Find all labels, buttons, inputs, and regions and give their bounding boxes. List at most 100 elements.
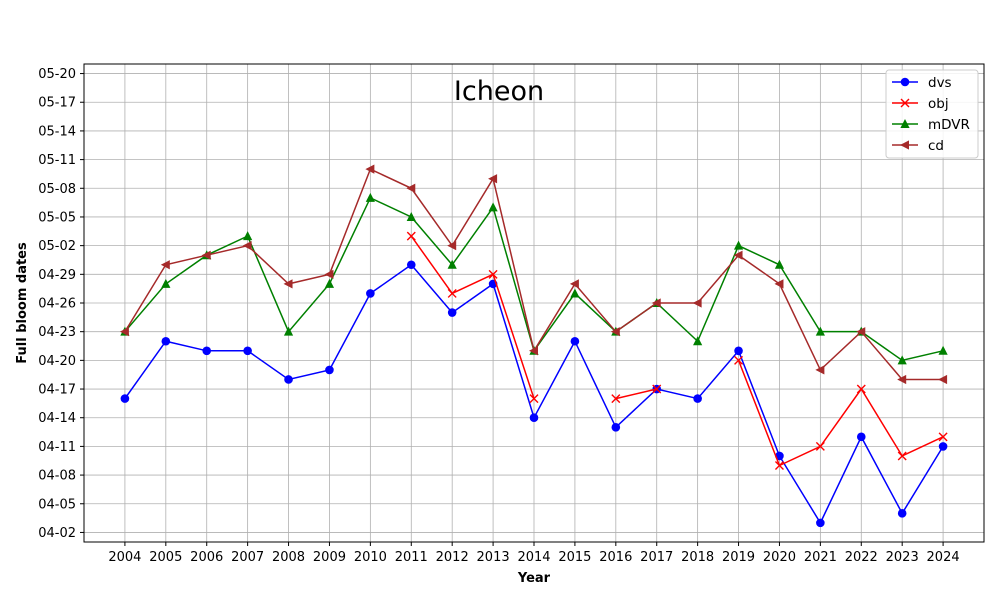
data-point-obj (734, 355, 744, 365)
data-point-mDVR (243, 231, 253, 241)
series-cd (119, 164, 948, 385)
data-point-mDVR (815, 326, 825, 336)
x-tick-label: 2009 (313, 550, 346, 565)
data-point-cd (447, 241, 457, 251)
data-point-cd (733, 250, 743, 260)
data-point-dvs (693, 394, 702, 403)
data-point-obj (488, 269, 498, 279)
x-tick-label: 2015 (558, 550, 591, 565)
data-point-dvs (570, 336, 580, 346)
y-tick-label: 05-05 (38, 210, 76, 225)
data-point-cd (201, 250, 211, 260)
data-point-mDVR (161, 278, 171, 288)
data-point-dvs (447, 308, 457, 317)
legend-label: obj (928, 96, 949, 112)
series-line-obj (615, 388, 657, 400)
y-tick-label: 04-26 (38, 297, 76, 312)
series-obj (406, 231, 948, 471)
legend: dvs obj mDVR cd (885, 69, 979, 159)
y-tick-label: 04-11 (38, 440, 76, 455)
legend-marker-mDVR (900, 119, 910, 128)
x-tick-label: 2004 (108, 550, 141, 565)
data-point-cd (856, 327, 866, 337)
y-tick-label: 05-11 (38, 153, 76, 168)
data-point-obj (774, 461, 784, 471)
data-point-mDVR (447, 259, 457, 269)
y-tick-label: 05-02 (38, 239, 76, 254)
data-point-dvs (243, 346, 252, 356)
x-tick-label: 2019 (722, 550, 755, 565)
legend-item-obj: obj (892, 96, 949, 112)
data-point-mDVR (897, 355, 907, 365)
data-point-cd (365, 164, 375, 174)
legend-box (885, 69, 979, 159)
data-point-mDVR (693, 336, 703, 346)
y-tick-label: 04-17 (38, 383, 76, 398)
data-point-mDVR (283, 326, 294, 336)
x-tick-label: 2006 (190, 550, 223, 565)
series-line-obj (737, 360, 944, 467)
legend-marker-dvs (900, 77, 910, 87)
x-tick-label: 2012 (436, 550, 469, 565)
data-point-dvs (816, 518, 825, 528)
legend-label: mDVR (928, 117, 970, 133)
y-tick-label: 05-14 (38, 124, 76, 139)
axis-ticks: 2004 2005 2006 2007 2008 2009 2010 2011 2012 2013… (38, 67, 959, 565)
x-tick-label: 2016 (599, 550, 632, 565)
y-tick-label: 04-14 (38, 411, 76, 426)
grid (84, 64, 984, 542)
data-point-dvs (202, 346, 212, 356)
data-point-obj (611, 394, 621, 404)
data-point-mDVR (406, 211, 416, 221)
data-point-mDVR (488, 202, 498, 212)
legend-item-cd: cd (892, 138, 944, 154)
series-layer (119, 164, 948, 528)
chart-title: Icheon (454, 76, 544, 107)
legend-item-mDVR: mDVR (892, 117, 970, 133)
x-tick-label: 2013 (477, 550, 510, 565)
series-line-obj (410, 235, 535, 399)
x-tick-label: 2011 (395, 550, 428, 565)
data-point-cd (938, 374, 948, 385)
data-point-cd (569, 279, 579, 289)
legend-marker-cd (900, 140, 909, 150)
x-tick-label: 2018 (681, 550, 714, 565)
data-point-cd (406, 183, 416, 193)
data-point-dvs (611, 422, 621, 432)
data-point-obj (406, 231, 416, 241)
data-point-dvs (284, 375, 293, 384)
data-point-dvs (734, 346, 743, 356)
y-tick-label: 04-08 (38, 469, 76, 484)
data-point-cd (897, 374, 907, 385)
data-point-dvs (938, 442, 948, 451)
data-point-cd (651, 298, 661, 308)
data-point-cd (119, 327, 129, 337)
y-tick-label: 04-05 (38, 497, 76, 512)
data-point-dvs (529, 413, 539, 423)
data-point-obj (856, 384, 866, 394)
y-tick-label: 04-29 (38, 268, 76, 283)
y-tick-label: 05-17 (38, 96, 76, 111)
legend-label: cd (928, 138, 944, 154)
x-tick-label: 2017 (640, 550, 673, 565)
data-point-obj (938, 432, 948, 442)
x-tick-label: 2007 (231, 550, 264, 565)
x-tick-label: 2022 (845, 550, 878, 565)
data-point-dvs (120, 394, 130, 403)
y-tick-label: 04-23 (38, 325, 76, 340)
x-tick-label: 2014 (517, 550, 550, 565)
data-point-dvs (366, 289, 375, 298)
data-point-dvs (406, 260, 416, 270)
data-point-cd (324, 269, 334, 279)
data-point-mDVR (733, 240, 744, 250)
legend-label: dvs (928, 75, 952, 91)
data-point-mDVR (365, 192, 375, 202)
data-point-cd (283, 279, 293, 289)
data-point-cd (529, 346, 538, 356)
x-tick-label: 2008 (272, 550, 305, 565)
data-point-cd (774, 279, 784, 289)
data-point-obj (447, 288, 457, 298)
x-tick-label: 2023 (886, 550, 919, 565)
data-point-dvs (325, 365, 334, 375)
